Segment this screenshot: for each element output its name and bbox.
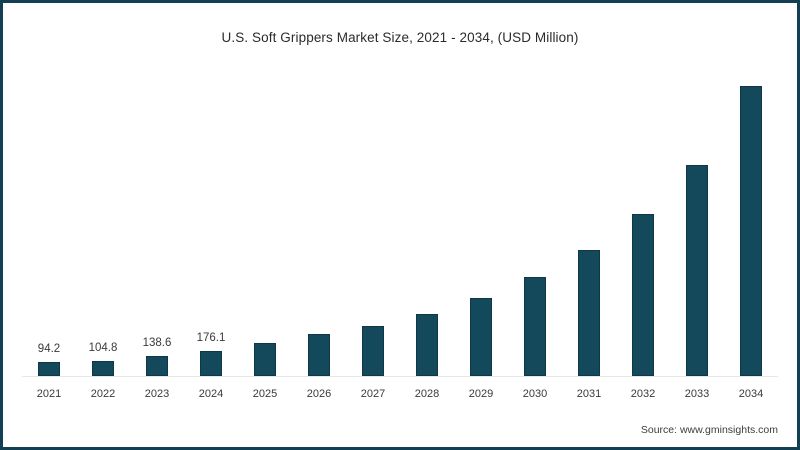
bar-group: 176.1 [184, 60, 238, 376]
x-axis-tick-label: 2024 [198, 388, 224, 400]
bar[interactable] [524, 276, 546, 376]
bar[interactable] [578, 249, 600, 376]
bar-group [724, 60, 778, 376]
bar-group [292, 60, 346, 376]
x-axis-tick-label: 2025 [252, 388, 278, 400]
bar[interactable] [38, 362, 60, 376]
x-axis-tick-label: 2023 [144, 388, 170, 400]
x-axis-labels: 2021 2022 2023 2024 2025 2026 2027 2028 2029 2030… [22, 388, 778, 404]
x-axis-tick-label: 2022 [90, 388, 116, 400]
bar-group [346, 60, 400, 376]
bar-group: 94.2 [22, 60, 76, 376]
chart-title: U.S. Soft Grippers Market Size, 2021 - 2… [221, 30, 579, 45]
bar-group [400, 60, 454, 376]
x-axis-tick-label: 2029 [468, 388, 494, 400]
bar[interactable] [200, 350, 222, 376]
bar[interactable] [92, 360, 114, 376]
x-axis-tick-label: 2031 [576, 388, 602, 400]
bar-series: 94.2 104.8 138.6 176.1 [22, 60, 778, 376]
bar-value-label: 94.2 [37, 343, 61, 356]
bar-group [670, 60, 724, 376]
bar-group [238, 60, 292, 376]
bar-group [454, 60, 508, 376]
bar-group [616, 60, 670, 376]
x-axis-tick-label: 2026 [306, 388, 332, 400]
x-axis-tick-label: 2030 [522, 388, 548, 400]
bar[interactable] [470, 298, 492, 376]
x-axis-tick-label: 2032 [630, 388, 656, 400]
bar[interactable] [740, 85, 762, 376]
bar[interactable] [362, 325, 384, 376]
bar-value-label: 176.1 [196, 331, 226, 344]
bar-group [508, 60, 562, 376]
bar[interactable] [254, 342, 276, 376]
x-axis-tick-label: 2034 [738, 388, 764, 400]
source-attribution: Source: www.gminsights.com [640, 424, 778, 436]
bar-group [562, 60, 616, 376]
x-axis-tick-label: 2027 [360, 388, 386, 400]
x-axis-tick-label: 2028 [414, 388, 440, 400]
bar-value-label: 138.6 [142, 337, 172, 350]
x-axis-tick-label: 2033 [684, 388, 710, 400]
bar-group: 104.8 [76, 60, 130, 376]
bar[interactable] [416, 314, 438, 376]
x-axis-baseline [22, 376, 778, 377]
bar[interactable] [686, 164, 708, 376]
x-axis-tick-label: 2021 [36, 388, 62, 400]
bar-value-label: 104.8 [88, 341, 118, 354]
bar[interactable] [632, 213, 654, 376]
bar-group: 138.6 [130, 60, 184, 376]
bar[interactable] [308, 334, 330, 376]
bar[interactable] [146, 356, 168, 376]
